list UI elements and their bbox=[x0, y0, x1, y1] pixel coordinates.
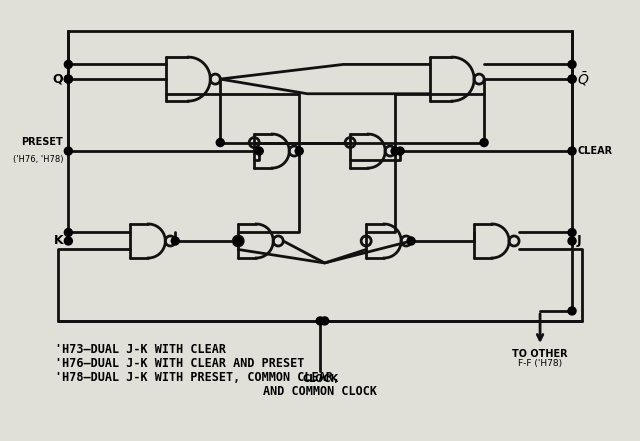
Circle shape bbox=[568, 60, 576, 68]
Circle shape bbox=[568, 75, 576, 83]
Circle shape bbox=[234, 237, 243, 245]
Circle shape bbox=[568, 307, 576, 315]
Circle shape bbox=[391, 147, 399, 155]
Text: J: J bbox=[577, 235, 582, 247]
Circle shape bbox=[316, 317, 324, 325]
Text: $\bar{Q}$: $\bar{Q}$ bbox=[577, 70, 589, 88]
Circle shape bbox=[65, 237, 72, 245]
Circle shape bbox=[321, 317, 329, 325]
Circle shape bbox=[65, 60, 72, 68]
Text: AND COMMON CLOCK: AND COMMON CLOCK bbox=[263, 385, 377, 398]
Circle shape bbox=[568, 228, 576, 236]
Circle shape bbox=[480, 138, 488, 146]
Circle shape bbox=[568, 147, 576, 155]
Circle shape bbox=[295, 147, 303, 155]
Circle shape bbox=[65, 147, 72, 155]
Text: K: K bbox=[54, 235, 63, 247]
Text: 'H78–DUAL J-K WITH PRESET, COMMON CLEAR,: 'H78–DUAL J-K WITH PRESET, COMMON CLEAR, bbox=[55, 371, 340, 384]
Circle shape bbox=[172, 237, 179, 245]
Circle shape bbox=[568, 237, 576, 245]
Text: PRESET: PRESET bbox=[22, 137, 63, 147]
Text: 'H76–DUAL J-K WITH CLEAR AND PRESET: 'H76–DUAL J-K WITH CLEAR AND PRESET bbox=[55, 357, 305, 370]
Circle shape bbox=[407, 237, 415, 245]
Text: 'H73–DUAL J-K WITH CLEAR: 'H73–DUAL J-K WITH CLEAR bbox=[55, 343, 227, 356]
Text: Q: Q bbox=[52, 73, 63, 86]
Circle shape bbox=[396, 147, 404, 155]
Text: CLEAR: CLEAR bbox=[577, 146, 612, 156]
Text: TO OTHER: TO OTHER bbox=[512, 349, 568, 359]
Circle shape bbox=[255, 147, 263, 155]
Circle shape bbox=[568, 75, 576, 83]
Text: CLOCK: CLOCK bbox=[302, 374, 339, 384]
Circle shape bbox=[65, 75, 72, 83]
Circle shape bbox=[216, 138, 224, 146]
Text: F-F ('H78): F-F ('H78) bbox=[518, 359, 562, 368]
Text: ('H76, 'H78): ('H76, 'H78) bbox=[13, 155, 63, 164]
Circle shape bbox=[65, 75, 72, 83]
Circle shape bbox=[65, 228, 72, 236]
